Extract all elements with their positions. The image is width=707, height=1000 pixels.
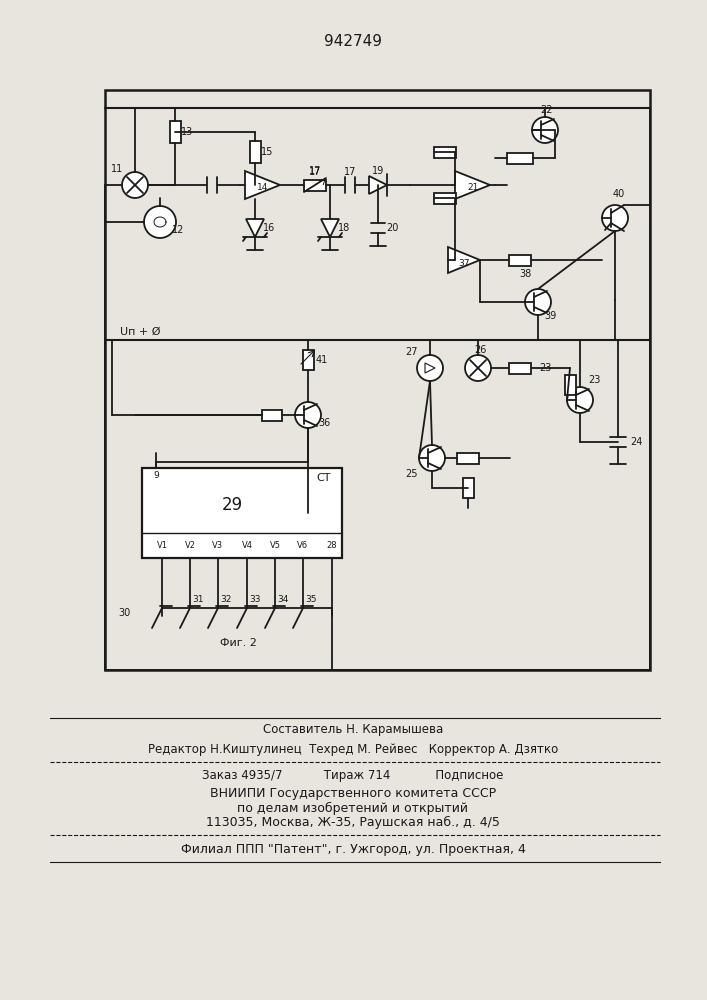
Text: 31: 31: [192, 595, 204, 604]
Circle shape: [417, 355, 443, 381]
Text: 40: 40: [613, 189, 625, 199]
Text: 21: 21: [467, 184, 479, 192]
Circle shape: [525, 289, 551, 315]
Text: 29: 29: [221, 496, 243, 514]
Bar: [105, 90, 650, 670]
Polygon shape: [246, 219, 264, 237]
Bar: [304, 180, 326, 191]
Text: 16: 16: [263, 223, 275, 233]
Text: 19: 19: [372, 166, 384, 176]
Circle shape: [532, 117, 558, 143]
Text: 9: 9: [153, 472, 159, 481]
Text: Филиал ППП "Патент", г. Ужгород, ул. Проектная, 4: Филиал ППП "Патент", г. Ужгород, ул. Про…: [180, 842, 525, 856]
Text: 35: 35: [305, 595, 317, 604]
Polygon shape: [425, 363, 435, 373]
Polygon shape: [321, 219, 339, 237]
Bar: [434, 147, 456, 158]
Text: 24: 24: [630, 437, 642, 447]
Text: 38: 38: [519, 269, 531, 279]
Text: 17: 17: [309, 166, 321, 176]
Text: V4: V4: [242, 542, 252, 550]
Text: Составитель Н. Карамышева: Составитель Н. Карамышева: [263, 724, 443, 736]
Circle shape: [122, 172, 148, 198]
Text: 22: 22: [541, 105, 554, 115]
Text: Фиг. 2: Фиг. 2: [220, 638, 257, 648]
Text: 34: 34: [277, 595, 288, 604]
Text: 41: 41: [316, 355, 328, 365]
Text: 113035, Москва, Ж-35, Раушская наб., д. 4/5: 113035, Москва, Ж-35, Раушская наб., д. …: [206, 815, 500, 829]
Text: 30: 30: [118, 608, 130, 618]
Polygon shape: [448, 247, 480, 273]
Text: 17: 17: [344, 167, 356, 177]
Text: V3: V3: [212, 542, 223, 550]
Text: 942749: 942749: [324, 34, 382, 49]
Text: 27: 27: [406, 347, 419, 357]
Bar: [565, 375, 576, 395]
Circle shape: [295, 402, 321, 428]
Bar: [509, 255, 531, 266]
Bar: [509, 363, 531, 374]
Polygon shape: [245, 171, 280, 199]
Bar: [303, 350, 314, 370]
Text: Uп + Ø: Uп + Ø: [120, 327, 160, 337]
Circle shape: [419, 445, 445, 471]
Text: 36: 36: [318, 418, 330, 428]
Text: 14: 14: [257, 184, 269, 192]
Bar: [262, 410, 282, 421]
Circle shape: [465, 355, 491, 381]
Text: V5: V5: [269, 542, 281, 550]
Text: 18: 18: [338, 223, 350, 233]
Text: 32: 32: [221, 595, 232, 604]
Bar: [250, 141, 261, 163]
Text: V1: V1: [156, 542, 168, 550]
Text: по делам изобретений и открытий: по делам изобретений и открытий: [238, 801, 469, 815]
Circle shape: [602, 205, 628, 231]
Text: 17: 17: [309, 167, 321, 177]
Text: V2: V2: [185, 542, 196, 550]
Text: 23: 23: [539, 363, 551, 373]
Text: 25: 25: [406, 469, 419, 479]
Bar: [507, 153, 533, 164]
Text: СТ: СТ: [317, 473, 332, 483]
Polygon shape: [369, 176, 387, 194]
Bar: [463, 478, 474, 498]
Text: 26: 26: [474, 345, 486, 355]
Text: 37: 37: [458, 258, 469, 267]
Text: 23: 23: [588, 375, 600, 385]
Bar: [457, 453, 479, 464]
Text: 11: 11: [111, 164, 123, 174]
Text: 12: 12: [172, 225, 185, 235]
Text: V6: V6: [298, 542, 308, 550]
Text: 20: 20: [386, 223, 398, 233]
Circle shape: [144, 206, 176, 238]
Circle shape: [567, 387, 593, 413]
Bar: [434, 193, 456, 204]
Text: 15: 15: [261, 147, 273, 157]
Text: 39: 39: [544, 311, 556, 321]
Text: ВНИИПИ Государственного комитета СССР: ВНИИПИ Государственного комитета СССР: [210, 786, 496, 800]
Text: Редактор Н.Киштулинец  Техред М. Рейвес   Корректор А. Дзятко: Редактор Н.Киштулинец Техред М. Рейвес К…: [148, 744, 558, 756]
Bar: [170, 121, 181, 143]
Bar: [142, 468, 342, 558]
Text: Заказ 4935/7           Тираж 714            Подписное: Заказ 4935/7 Тираж 714 Подписное: [202, 770, 503, 782]
Text: 33: 33: [250, 595, 261, 604]
Polygon shape: [455, 171, 490, 199]
Text: 13: 13: [181, 127, 193, 137]
Text: 28: 28: [327, 542, 337, 550]
